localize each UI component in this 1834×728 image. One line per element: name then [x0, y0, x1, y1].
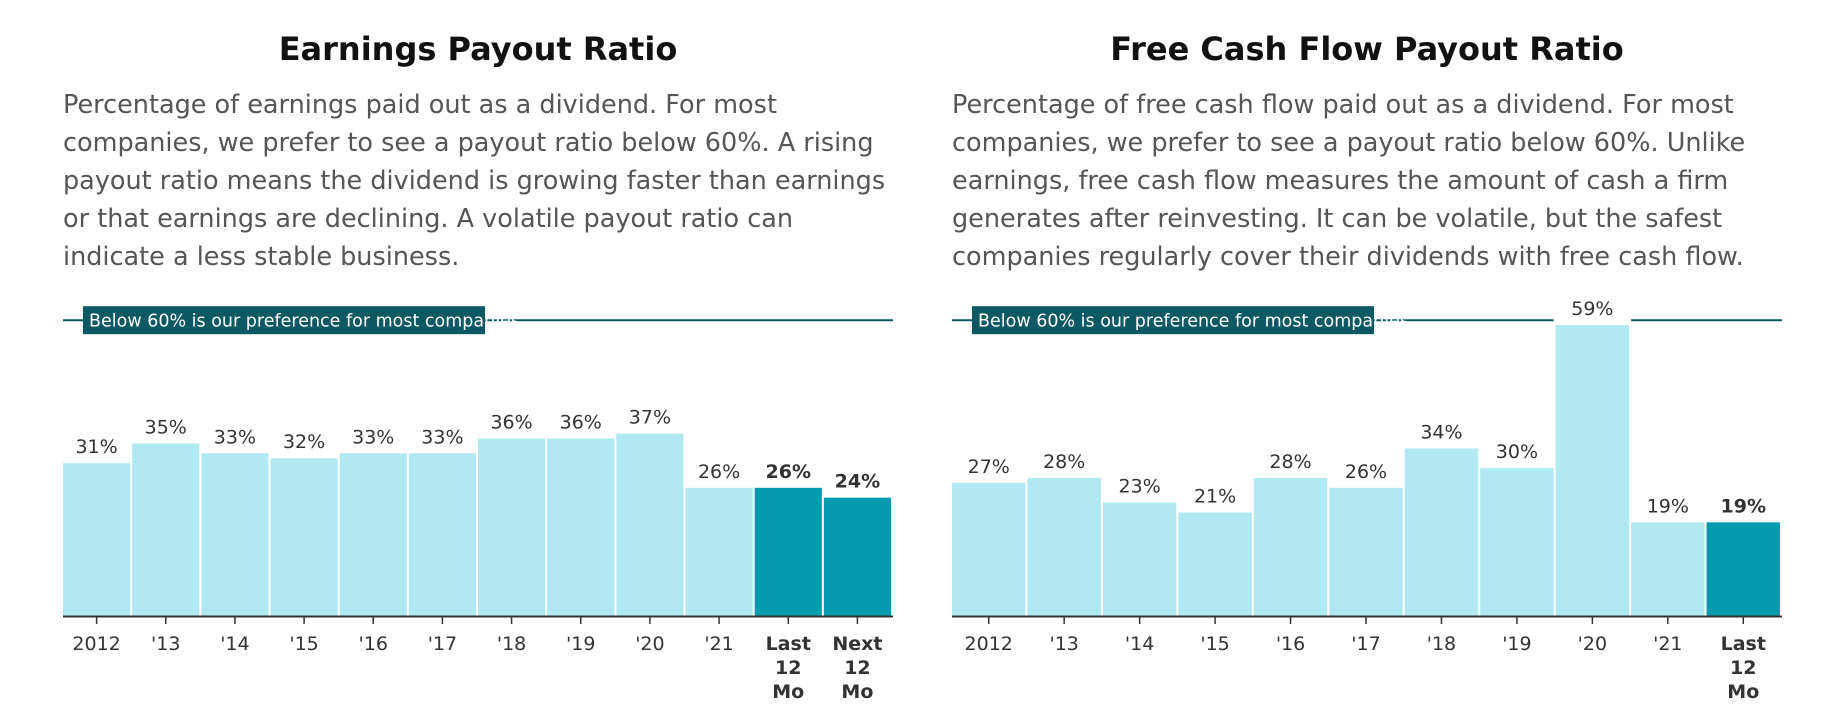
reference-label: Below 60% is our preference for most com… — [89, 312, 520, 332]
x-tick-label-last-12-mo: Last 12 Mo — [1721, 633, 1766, 703]
bar-14 — [201, 453, 269, 616]
data-label-14: 23% — [1119, 476, 1161, 498]
bar-16 — [339, 453, 407, 616]
data-label-2012: 27% — [968, 456, 1010, 478]
x-tick-label-21: '21 — [704, 633, 733, 655]
data-label-last-12-mo: 26% — [766, 461, 811, 483]
earnings-payout-panel: Earnings Payout Ratio Percentage of earn… — [63, 0, 893, 728]
x-tick-label-20: '20 — [635, 633, 664, 655]
data-label-14: 33% — [214, 426, 256, 448]
data-label-18: 36% — [490, 412, 532, 434]
bar-15 — [270, 458, 338, 616]
x-tick-label-13: '13 — [1049, 633, 1078, 655]
data-label-18: 34% — [1420, 421, 1462, 443]
x-tick-label-18: '18 — [1427, 633, 1456, 655]
x-tick-label-last-12-mo: Last 12 Mo — [766, 633, 811, 703]
x-tick-label-19: '19 — [566, 633, 595, 655]
data-label-16: 33% — [352, 426, 394, 448]
bar-13 — [132, 443, 200, 616]
bar-last-12-mo — [1706, 522, 1780, 616]
earnings-chart-description: Percentage of earnings paid out as a div… — [63, 90, 886, 272]
bar-last-12-mo — [754, 487, 822, 616]
reference-label-box — [972, 306, 1374, 335]
reference-label-box — [83, 306, 485, 335]
bar-next-12-mo — [823, 497, 891, 616]
x-tick-label-18: '18 — [497, 633, 526, 655]
bar-19 — [1480, 468, 1554, 616]
bar-14 — [1102, 502, 1177, 616]
x-tick-label-14: '14 — [1125, 633, 1154, 655]
bar-18 — [1404, 448, 1479, 616]
data-label-21: 19% — [1647, 495, 1689, 517]
data-label-13: 28% — [1043, 451, 1085, 473]
data-label-19: 30% — [1496, 441, 1538, 463]
bar-17 — [408, 453, 476, 616]
data-label-13: 35% — [145, 416, 187, 438]
data-label-20: 59% — [1571, 298, 1613, 320]
data-label-2012: 31% — [75, 436, 117, 458]
fcf-payout-panel: Free Cash Flow Payout Ratio Percentage o… — [952, 0, 1782, 728]
bar-20 — [616, 433, 684, 616]
bar-18 — [478, 438, 546, 616]
data-label-15: 21% — [1194, 485, 1236, 507]
bar-21 — [1631, 522, 1705, 616]
bar-17 — [1329, 487, 1403, 616]
data-label-last-12-mo: 19% — [1721, 495, 1766, 517]
fcf-payout-chart: 27% 28% 23% 21% 28% 26% 34% 30% 59% 19% 19% Below 6… — [952, 298, 1782, 703]
x-tick-label-14: '14 — [220, 633, 249, 655]
data-label-19: 36% — [560, 412, 602, 434]
data-label-20: 37% — [629, 407, 671, 429]
bar-16 — [1253, 477, 1328, 616]
data-label-next-12-mo: 24% — [835, 471, 880, 493]
x-tick-label-13: '13 — [151, 633, 180, 655]
bar-20 — [1555, 325, 1630, 616]
x-tick-label-17: '17 — [428, 633, 457, 655]
x-tick-label-17: '17 — [1351, 633, 1380, 655]
data-label-17: 26% — [1345, 461, 1387, 483]
x-tick-label-15: '15 — [1200, 633, 1229, 655]
fcf-chart-title: Free Cash Flow Payout Ratio — [1110, 30, 1624, 68]
earnings-chart-title: Earnings Payout Ratio — [278, 30, 678, 68]
earnings-payout-chart: 31% 35% 33% 32% 33% 33% 36% 36% 37% 26% 26% 24% Belo… — [63, 306, 893, 703]
x-tick-label-2012: 2012 — [72, 633, 120, 655]
reference-label: Below 60% is our preference for most com… — [978, 312, 1409, 332]
bar-21 — [685, 487, 753, 616]
bar-19 — [547, 438, 615, 616]
data-label-21: 26% — [698, 461, 740, 483]
bar-13 — [1027, 477, 1101, 616]
x-tick-label-16: '16 — [359, 633, 388, 655]
x-tick-label-next-12-mo: Next 12 Mo — [832, 633, 882, 703]
x-tick-label-20: '20 — [1578, 633, 1607, 655]
x-tick-label-16: '16 — [1276, 633, 1305, 655]
x-tick-label-21: '21 — [1653, 633, 1682, 655]
fcf-chart-description: Percentage of free cash flow paid out as… — [952, 90, 1746, 272]
x-tick-label-15: '15 — [289, 633, 318, 655]
x-tick-label-2012: 2012 — [965, 633, 1013, 655]
data-label-15: 32% — [283, 431, 325, 453]
data-label-17: 33% — [421, 426, 463, 448]
bar-2012 — [952, 482, 1026, 616]
bar-2012 — [63, 463, 131, 616]
bar-15 — [1178, 512, 1252, 616]
x-tick-label-19: '19 — [1502, 633, 1531, 655]
data-label-16: 28% — [1269, 451, 1311, 473]
